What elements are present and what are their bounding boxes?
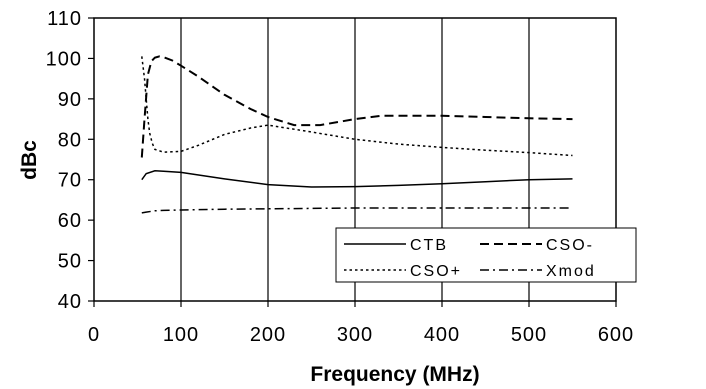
x-tick-label: 100: [163, 324, 199, 346]
series-cso-line: [140, 55, 573, 158]
x-tick-label: 400: [424, 324, 460, 346]
y-axis-ticks: [88, 17, 94, 302]
x-tick-label: 200: [250, 324, 286, 346]
y-tick-label: 60: [58, 210, 82, 232]
legend-box: [335, 227, 637, 283]
y-tick-label: 110: [47, 8, 82, 30]
legend-label-ctb: CTB: [410, 237, 448, 254]
series-cso-line: [141, 56, 573, 157]
series-xmod-line: [141, 207, 573, 214]
x-tick-labels: 0 100 200 300 400 500 600: [88, 324, 634, 346]
y-tick-label: 70: [58, 170, 82, 192]
x-axis-title: Frequency (MHz): [310, 363, 479, 386]
legend: CTB CSO- CSO+ Xmod: [335, 227, 637, 283]
legend-label-cso: CSO+: [410, 263, 462, 280]
series-lines: [140, 55, 573, 214]
y-tick-label: 100: [46, 48, 82, 70]
y-tick-label: 80: [58, 129, 82, 151]
x-axis-ticks: [93, 301, 617, 307]
x-tick-label: 500: [511, 324, 547, 346]
y-tick-labels: 40 50 60 70 80 90 100 110: [46, 8, 82, 313]
y-tick-label: 90: [58, 89, 82, 111]
x-tick-label: 0: [88, 324, 100, 346]
x-tick-label: 300: [337, 324, 373, 346]
legend-label-cso: CSO-: [546, 237, 594, 254]
y-tick-label: 40: [58, 291, 82, 313]
y-tick-label: 50: [58, 251, 82, 273]
legend-label-xmod: Xmod: [546, 263, 596, 280]
x-tick-label: 600: [598, 324, 634, 346]
series-ctb-line: [141, 170, 573, 188]
y-axis-title: dBc: [18, 140, 41, 180]
